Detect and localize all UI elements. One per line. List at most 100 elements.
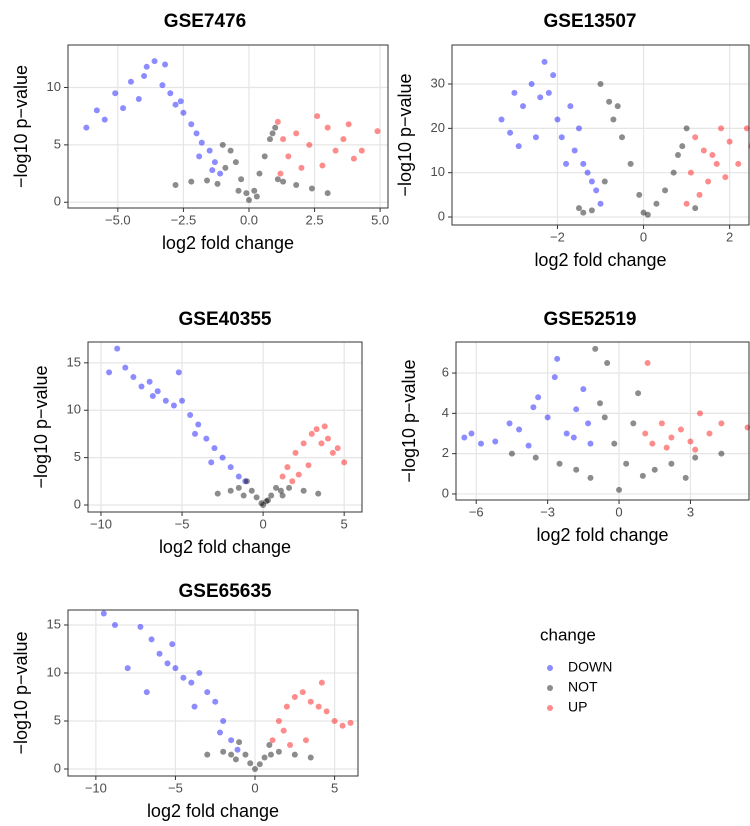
point bbox=[323, 708, 330, 715]
point bbox=[198, 139, 205, 146]
point bbox=[687, 438, 694, 445]
point bbox=[554, 355, 561, 362]
point bbox=[636, 191, 643, 198]
point bbox=[261, 754, 268, 761]
point bbox=[318, 440, 325, 447]
point bbox=[211, 445, 218, 452]
point bbox=[575, 125, 582, 132]
point bbox=[302, 737, 309, 744]
legend-label: DOWN bbox=[568, 659, 612, 675]
point bbox=[313, 426, 320, 433]
point bbox=[228, 751, 235, 758]
y-tick-label: 2 bbox=[442, 445, 449, 460]
point bbox=[212, 698, 219, 705]
point bbox=[252, 765, 259, 772]
point bbox=[219, 141, 226, 148]
point bbox=[124, 665, 131, 672]
x-tick-label: −2 bbox=[550, 229, 565, 244]
point bbox=[222, 164, 229, 171]
point bbox=[341, 459, 348, 466]
point bbox=[245, 196, 252, 203]
point bbox=[374, 128, 381, 135]
point bbox=[146, 378, 153, 385]
point bbox=[718, 125, 725, 132]
point bbox=[235, 473, 242, 480]
point bbox=[709, 151, 716, 158]
point bbox=[204, 177, 211, 184]
point bbox=[300, 487, 307, 494]
point bbox=[319, 162, 326, 169]
point bbox=[358, 147, 365, 154]
point bbox=[705, 178, 712, 185]
point bbox=[516, 426, 523, 433]
point bbox=[307, 754, 314, 761]
chart-title: GSE52519 bbox=[544, 309, 637, 330]
chart-title: GSE40355 bbox=[179, 309, 272, 330]
point bbox=[175, 369, 182, 376]
point bbox=[718, 420, 725, 427]
point bbox=[291, 751, 298, 758]
point bbox=[743, 125, 750, 132]
point bbox=[315, 490, 322, 497]
point bbox=[570, 434, 577, 441]
x-axis-label: log2 fold change bbox=[536, 525, 668, 545]
legend-swatch bbox=[547, 665, 553, 671]
point bbox=[550, 72, 557, 79]
point bbox=[192, 430, 199, 437]
point bbox=[251, 187, 258, 194]
point bbox=[277, 170, 284, 177]
point bbox=[575, 205, 582, 212]
point bbox=[274, 176, 281, 183]
point bbox=[571, 147, 578, 154]
x-tick-label: 5 bbox=[331, 780, 338, 795]
point bbox=[692, 446, 699, 453]
point bbox=[683, 200, 690, 207]
point bbox=[692, 134, 699, 141]
point bbox=[692, 205, 699, 212]
point bbox=[532, 134, 539, 141]
point bbox=[235, 484, 242, 491]
point bbox=[283, 703, 290, 710]
point bbox=[329, 449, 336, 456]
point bbox=[242, 478, 249, 485]
point bbox=[180, 674, 187, 681]
point bbox=[162, 397, 169, 404]
point bbox=[151, 58, 158, 65]
point bbox=[511, 89, 518, 96]
point bbox=[649, 440, 656, 447]
x-axis-label: log2 fold change bbox=[534, 250, 666, 270]
y-tick-label: 5 bbox=[74, 449, 81, 464]
point bbox=[545, 89, 552, 96]
point bbox=[558, 134, 565, 141]
point bbox=[206, 147, 213, 154]
y-tick-label: 0 bbox=[438, 208, 445, 223]
plot-border bbox=[455, 341, 750, 501]
point bbox=[692, 454, 699, 461]
point bbox=[243, 190, 250, 197]
point bbox=[588, 178, 595, 185]
point bbox=[308, 430, 315, 437]
point bbox=[172, 665, 179, 672]
point bbox=[528, 81, 535, 88]
point bbox=[291, 693, 298, 700]
point bbox=[593, 187, 600, 194]
point bbox=[627, 160, 634, 167]
point bbox=[191, 703, 198, 710]
point bbox=[219, 454, 226, 461]
point bbox=[677, 426, 684, 433]
point bbox=[604, 359, 611, 366]
point bbox=[227, 464, 234, 471]
point bbox=[350, 155, 357, 162]
point bbox=[644, 211, 651, 218]
point bbox=[563, 430, 570, 437]
point bbox=[240, 492, 247, 499]
point bbox=[332, 147, 339, 154]
point bbox=[193, 130, 200, 137]
point bbox=[188, 121, 195, 128]
point bbox=[554, 116, 561, 123]
point bbox=[292, 449, 299, 456]
point bbox=[616, 486, 623, 493]
point bbox=[196, 153, 203, 160]
point bbox=[179, 397, 186, 404]
